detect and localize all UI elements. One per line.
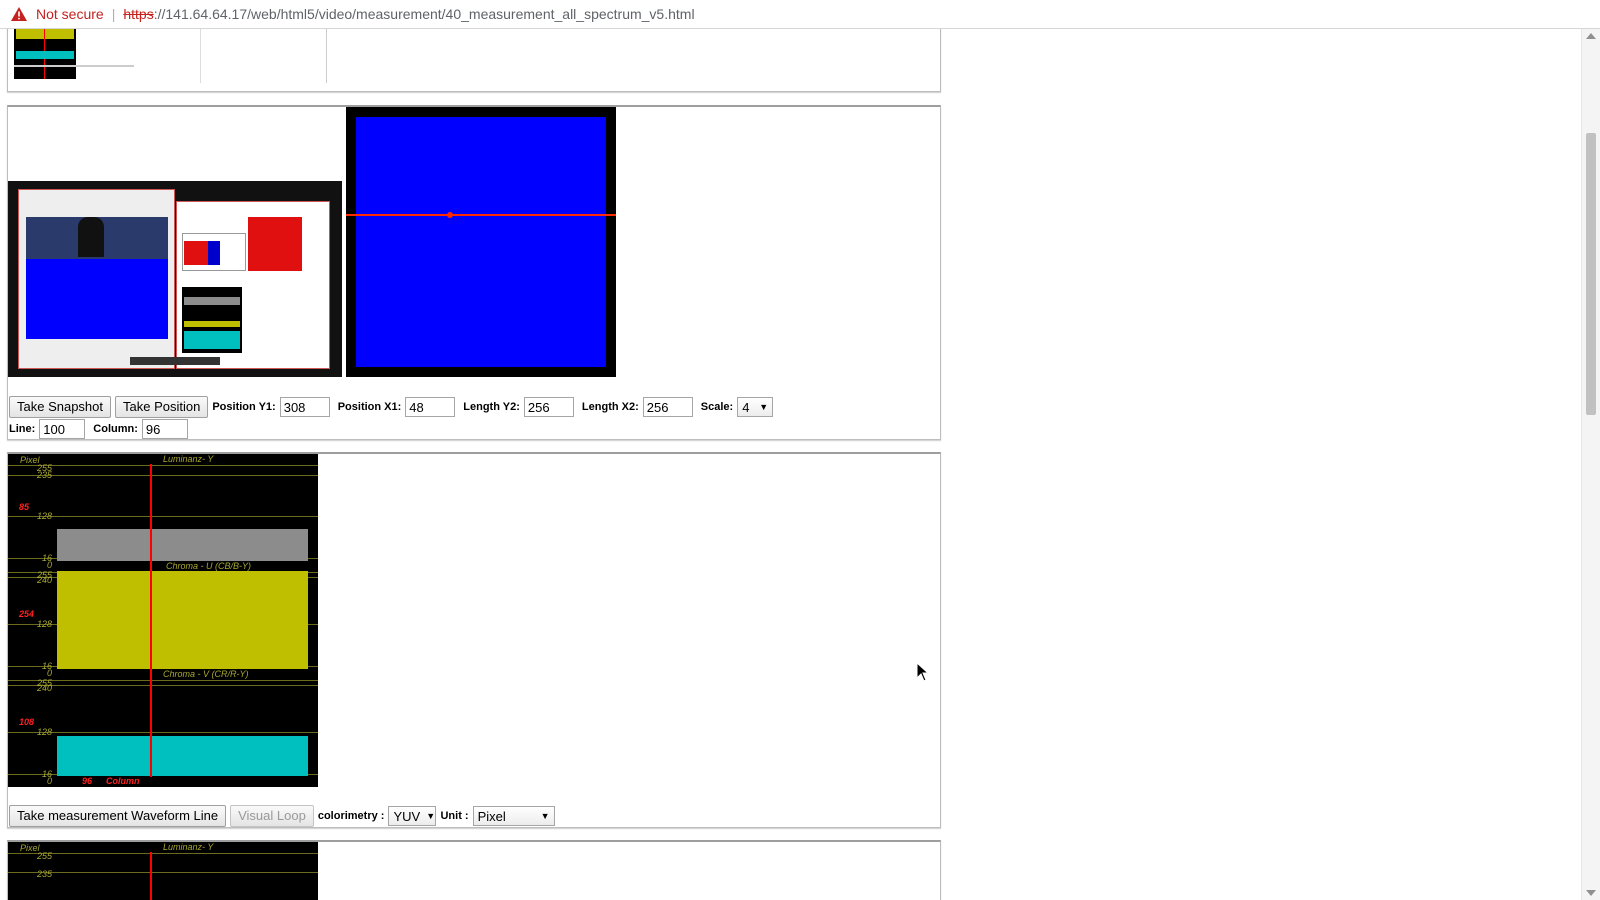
tick-label: 16 bbox=[41, 769, 52, 779]
luminance-bar bbox=[57, 529, 308, 561]
position-x1-label: Position X1: bbox=[337, 401, 402, 413]
length-y2-input[interactable] bbox=[523, 397, 574, 417]
tick-label: 255 bbox=[36, 678, 52, 688]
column-marker-line bbox=[150, 464, 152, 777]
tick-label: 128 bbox=[36, 727, 52, 737]
section-title: Luminanz- Y bbox=[163, 842, 214, 852]
position-y1-input[interactable] bbox=[279, 397, 330, 417]
colorimetry-label: colorimetry : bbox=[317, 810, 385, 822]
line-label: Line: bbox=[9, 423, 36, 435]
column-input[interactable] bbox=[141, 419, 188, 439]
length-x2-label: Length X2: bbox=[581, 401, 639, 413]
unit-label: Unit : bbox=[440, 810, 469, 822]
snapshot-panel: Take Snapshot Take Position Position Y1:… bbox=[7, 105, 941, 440]
waveform-controls-row: Take measurement Waveform Line Visual Lo… bbox=[9, 805, 555, 827]
colorimetry-value: YUV bbox=[393, 808, 421, 824]
tick-label: 240 bbox=[36, 575, 52, 585]
tick-label: 0 bbox=[46, 668, 52, 678]
waveform-canvas[interactable]: Pixel Luminanz- Y 255 235 128 16 0 85 Ch… bbox=[8, 454, 318, 787]
section-value: 254 bbox=[19, 609, 35, 619]
tick-label: 255 bbox=[36, 851, 52, 861]
url-separator: | bbox=[111, 6, 116, 22]
tick-label: 16 bbox=[41, 661, 52, 671]
column-label: Column: bbox=[93, 423, 138, 435]
tick-label: 255 bbox=[36, 570, 52, 580]
scroll-up-icon[interactable] bbox=[1586, 33, 1596, 39]
scale-label: Scale: bbox=[700, 401, 734, 413]
section-value: 108 bbox=[19, 717, 35, 727]
chroma-v-bar bbox=[57, 736, 308, 776]
visual-loop-button[interactable]: Visual Loop bbox=[230, 805, 314, 827]
section-title: Chroma - U (CB/B-Y) bbox=[166, 561, 252, 571]
tick-label: 235 bbox=[36, 869, 52, 879]
unit-select[interactable]: Pixel ▼ bbox=[472, 806, 555, 826]
length-y2-label: Length Y2: bbox=[463, 401, 520, 413]
waveform-y-unit: Pixel bbox=[20, 455, 40, 465]
tick-label: 16 bbox=[41, 553, 52, 563]
column-marker-line bbox=[150, 852, 152, 900]
chroma-u-bar bbox=[57, 571, 308, 669]
warning-icon bbox=[10, 6, 28, 22]
tick-label: 0 bbox=[46, 560, 52, 570]
take-snapshot-button[interactable]: Take Snapshot bbox=[9, 396, 112, 418]
unit-value: Pixel bbox=[477, 808, 506, 824]
tick-label: 128 bbox=[36, 619, 52, 629]
address-bar[interactable]: Not secure | https://141.64.64.17/web/ht… bbox=[0, 0, 1600, 29]
previous-panel bbox=[7, 29, 941, 92]
video-snapshot[interactable] bbox=[8, 181, 342, 377]
scrollbar-thumb[interactable] bbox=[1586, 133, 1596, 415]
url-scheme: https bbox=[123, 6, 154, 22]
x-axis-label: Column bbox=[106, 776, 140, 786]
zoom-view[interactable] bbox=[346, 107, 616, 377]
column-marker-value: 96 bbox=[82, 776, 93, 786]
zoom-crosshair-line bbox=[346, 214, 616, 216]
security-status[interactable]: Not secure bbox=[36, 6, 104, 22]
position-x1-input[interactable] bbox=[405, 397, 456, 417]
line-column-row: Line: Column: bbox=[9, 419, 188, 439]
dropdown-arrow-icon: ▼ bbox=[759, 402, 769, 412]
next-waveform-panel: Pixel Luminanz- Y 255 235 bbox=[7, 840, 941, 900]
tick-label: 0 bbox=[46, 776, 52, 786]
section-value: 85 bbox=[19, 502, 30, 512]
tick-label: 255 bbox=[36, 463, 52, 473]
position-y1-label: Position Y1: bbox=[212, 401, 276, 413]
take-waveform-button[interactable]: Take measurement Waveform Line bbox=[9, 805, 227, 827]
take-position-button[interactable]: Take Position bbox=[115, 396, 209, 418]
colorimetry-select[interactable]: YUV ▼ bbox=[388, 806, 437, 826]
scroll-down-icon[interactable] bbox=[1586, 890, 1596, 896]
tick-label: 240 bbox=[36, 683, 52, 693]
length-x2-input[interactable] bbox=[642, 397, 693, 417]
section-title: Luminanz- Y bbox=[163, 454, 214, 464]
scale-select[interactable]: 4 ▼ bbox=[737, 397, 774, 417]
previous-snapshot-thumb bbox=[14, 29, 201, 83]
zoom-crosshair-dot bbox=[447, 212, 453, 218]
dropdown-arrow-icon: ▼ bbox=[540, 811, 550, 821]
page-content: Take Snapshot Take Position Position Y1:… bbox=[0, 29, 1582, 900]
waveform-panel: Pixel Luminanz- Y 255 235 128 16 0 85 Ch… bbox=[7, 452, 941, 828]
waveform-y-unit: Pixel bbox=[20, 843, 40, 853]
mouse-pointer-icon bbox=[916, 661, 930, 687]
url-path: ://141.64.64.17/web/html5/video/measurem… bbox=[153, 6, 695, 22]
dropdown-arrow-icon: ▼ bbox=[426, 811, 436, 821]
line-input[interactable] bbox=[39, 419, 86, 439]
section-title: Chroma - V (CR/R-Y) bbox=[163, 669, 249, 679]
tick-label: 128 bbox=[36, 511, 52, 521]
vertical-scrollbar[interactable] bbox=[1581, 29, 1600, 900]
snapshot-controls-row: Take Snapshot Take Position Position Y1:… bbox=[9, 396, 774, 418]
tick-label: 235 bbox=[36, 470, 52, 480]
next-waveform-canvas[interactable]: Pixel Luminanz- Y 255 235 bbox=[8, 842, 318, 900]
scale-value: 4 bbox=[742, 399, 750, 415]
